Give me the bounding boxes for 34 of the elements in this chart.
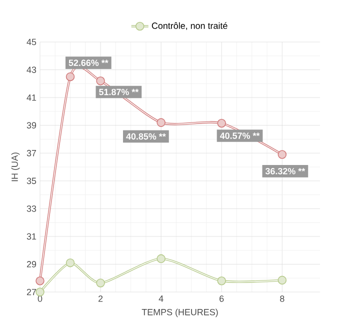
y-axis-title: IH (UA) — [11, 152, 20, 182]
y-tick-label: 37 — [26, 150, 36, 156]
y-tick-label: 35 — [26, 178, 36, 184]
point — [156, 254, 166, 264]
x-tick-label: 6 — [220, 296, 224, 302]
y-tick-label: 45 — [26, 38, 36, 46]
point — [36, 276, 44, 286]
y-tick-label: 27 — [26, 288, 36, 296]
y-tick-label: 43 — [26, 66, 36, 73]
point — [96, 76, 105, 86]
y-tick-label: 39 — [26, 122, 36, 129]
point — [156, 118, 166, 127]
point — [66, 258, 75, 268]
annotation: 40.57% ** — [220, 132, 260, 139]
point — [96, 278, 105, 288]
y-tick-label: 31 — [26, 233, 36, 240]
point — [36, 288, 44, 296]
x-tick-label: 2 — [98, 296, 103, 302]
legend-label: Contrôle, non traité — [152, 22, 228, 30]
y-tick-label: 33 — [26, 205, 36, 212]
y-tick-label: 29 — [26, 261, 36, 268]
x-tick-label: 4 — [158, 296, 164, 302]
annotation: 51.87% ** — [99, 88, 139, 96]
point — [278, 150, 287, 159]
annotation: 36.32% ** — [265, 168, 306, 174]
point — [278, 276, 287, 285]
point — [66, 72, 75, 82]
y-tick-label: 41 — [26, 94, 36, 101]
annotation: 40.85% ** — [126, 133, 166, 140]
x-tick-label: 8 — [280, 296, 284, 302]
annotation: 52.66% ** — [68, 60, 108, 66]
point — [217, 276, 226, 286]
x-axis-title: TEMPS (HEURES) — [142, 308, 218, 318]
point — [217, 118, 226, 128]
